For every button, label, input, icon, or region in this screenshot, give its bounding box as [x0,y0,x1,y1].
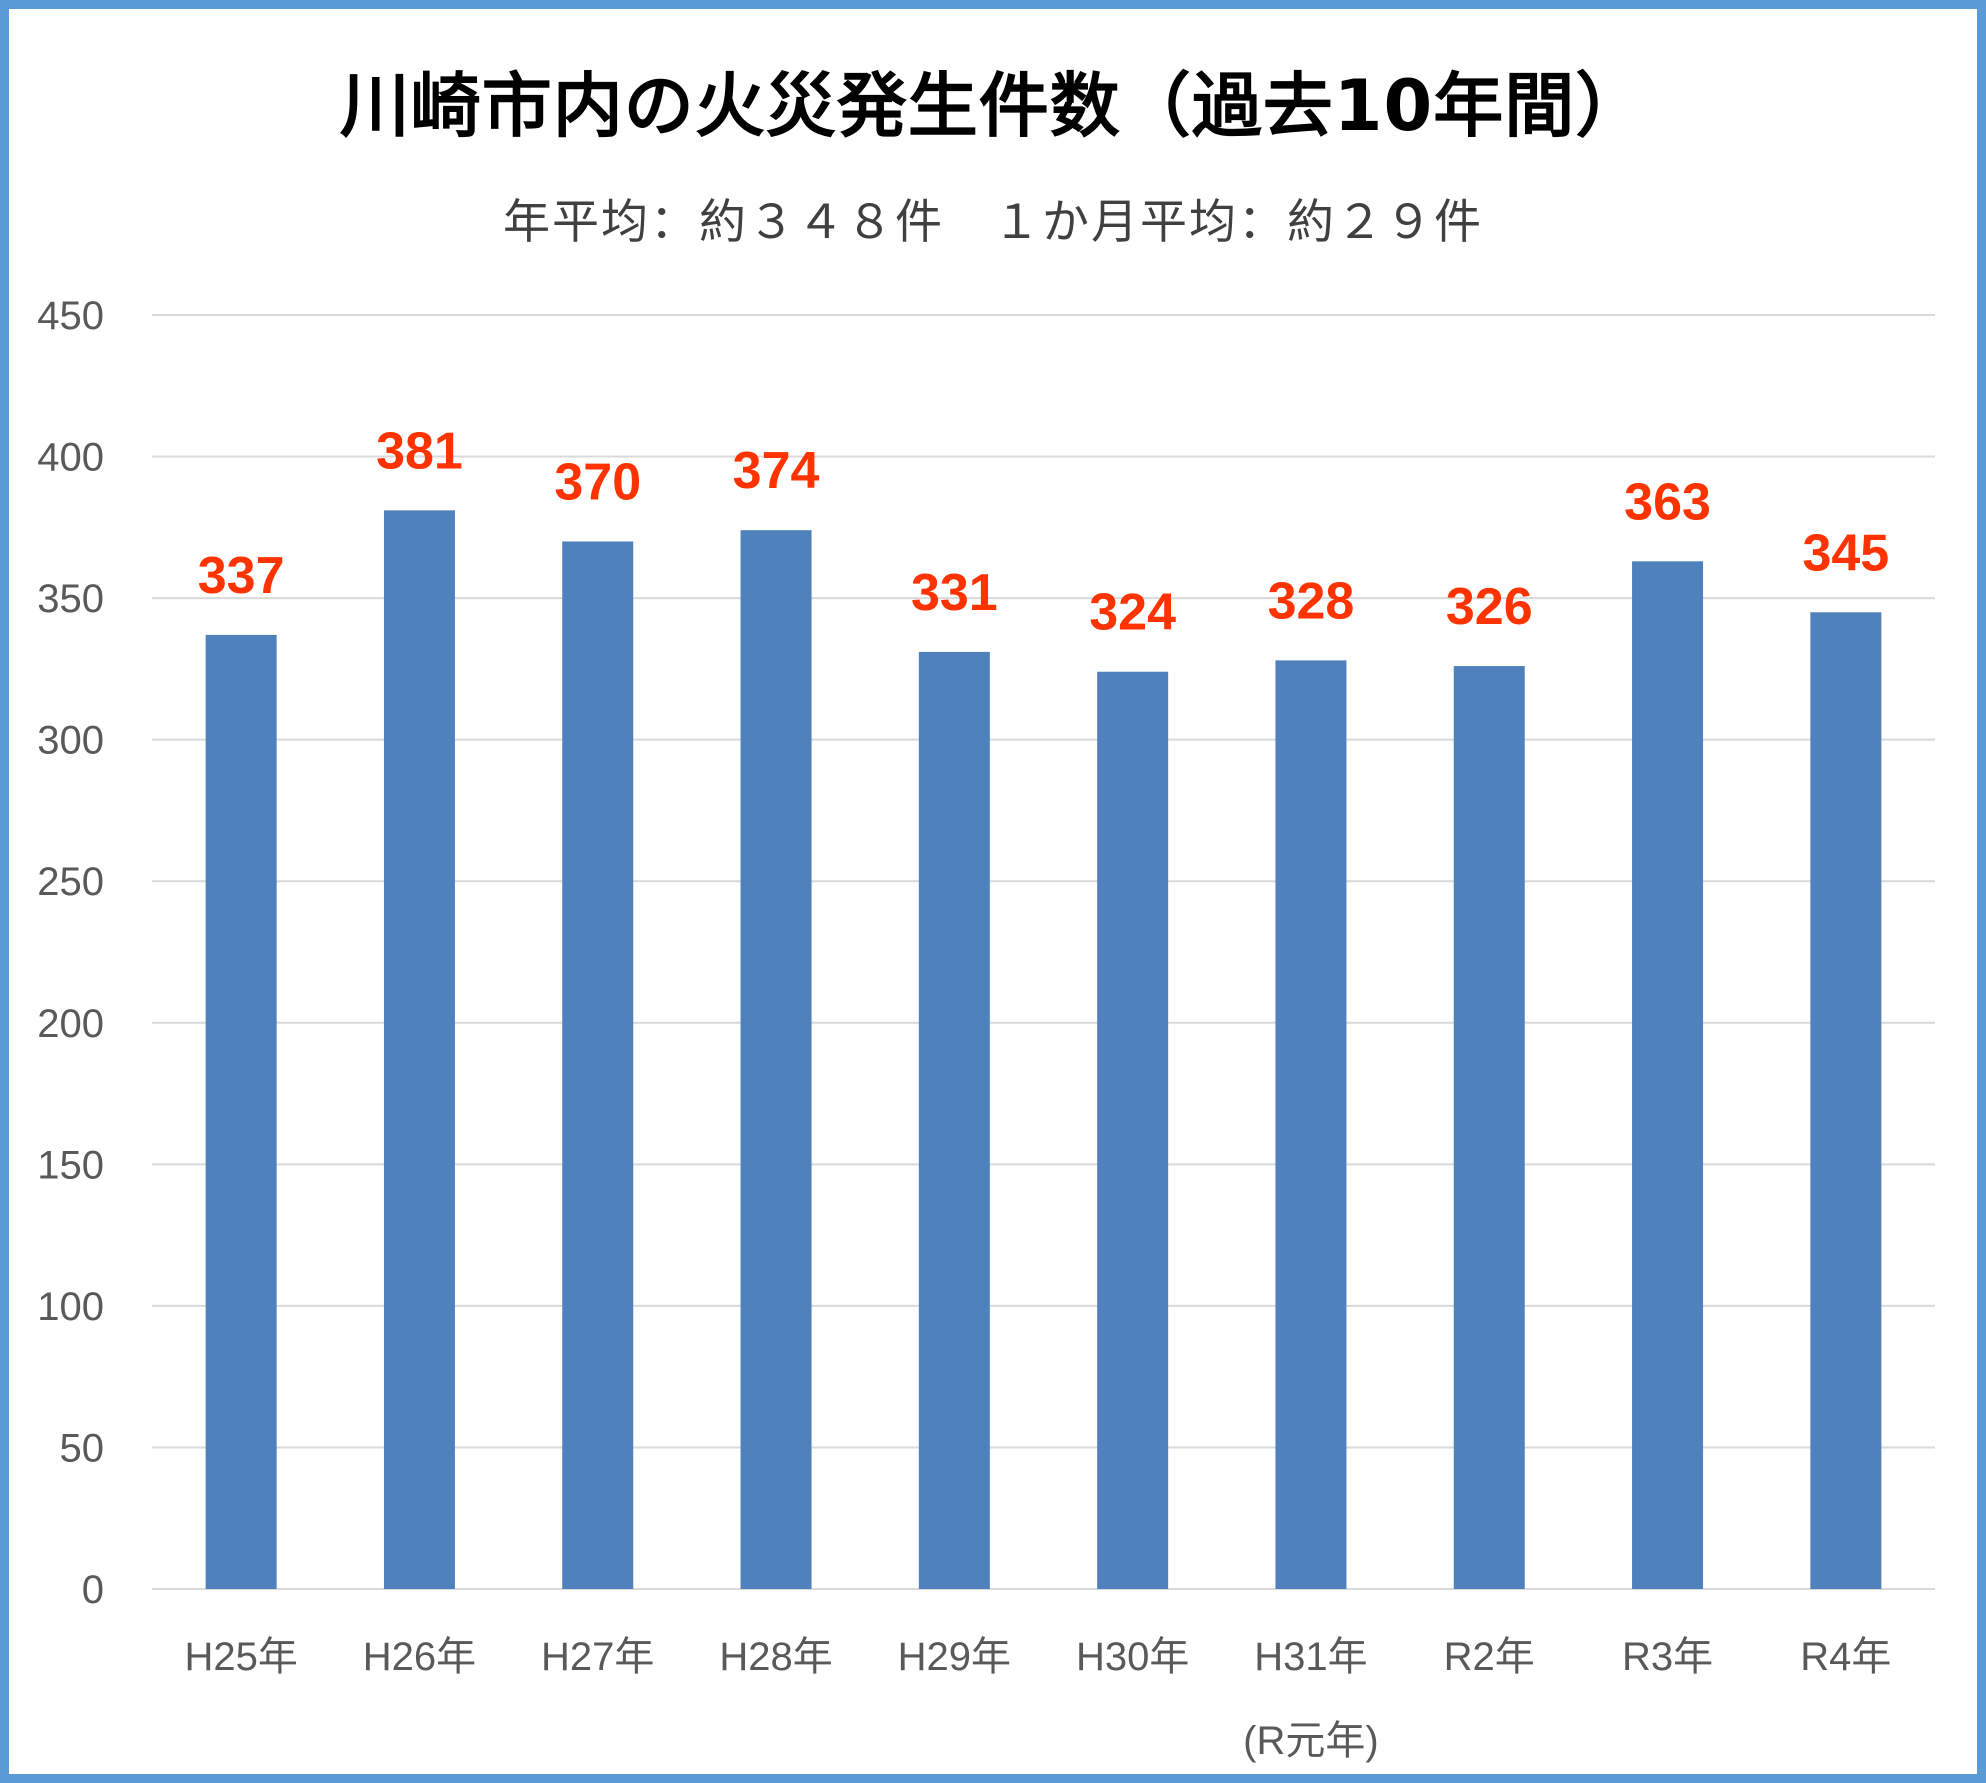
x-tick-label: R4年 [1800,1635,1891,1679]
data-label: 326 [1446,578,1533,636]
y-tick-label: 150 [37,1143,104,1187]
chart-subtitle: 年平均：約３４８件 １か月平均：約２９件 [503,195,1483,250]
x-tick-label: H26年 [363,1635,476,1679]
data-label: 324 [1089,584,1176,642]
x-tick-label: (R元年) [1243,1719,1379,1763]
x-tick-label: H25年 [184,1635,297,1679]
data-label: 331 [911,564,998,622]
data-label: 328 [1268,572,1355,630]
x-tick-label: H29年 [898,1635,1011,1679]
x-axis-tick-labels: H25年 H26年 H27年 H28年 H29年 H30年 H31年 (R元年) R2年 R3年 R… [184,1635,1891,1763]
y-tick-label: 300 [37,719,104,763]
bar [1453,666,1525,1589]
bar [205,634,277,1589]
x-tick-label: R3年 [1622,1635,1713,1679]
y-tick-label: 250 [37,860,104,904]
y-tick-label: 100 [37,1285,104,1329]
y-tick-label: 350 [37,577,104,621]
y-tick-label: 400 [37,436,104,480]
x-tick-label: H27年 [541,1635,654,1679]
data-label: 345 [1802,524,1889,582]
y-tick-label: 450 [37,294,104,338]
chart-title: 川崎市内の火災発生件数（過去10年間） [339,65,1647,147]
bar [740,530,812,1589]
bar [562,541,634,1589]
y-tick-label: 50 [60,1426,105,1470]
bar [1097,671,1169,1589]
data-label: 363 [1624,473,1711,531]
bar [1275,660,1347,1589]
data-label: 374 [733,442,820,500]
data-label: 337 [198,547,285,605]
bar [1632,561,1704,1589]
bars [205,510,1882,1589]
bar [1810,612,1882,1589]
data-label: 370 [554,453,641,511]
x-tick-label: H30年 [1076,1635,1189,1679]
y-axis-tick-labels: 0 50 100 150 200 250 300 350 400 450 [37,294,104,1612]
y-tick-label: 200 [37,1002,104,1046]
data-label: 381 [376,422,463,480]
y-tick-label: 0 [82,1568,104,1612]
x-tick-label: H28年 [719,1635,832,1679]
bar [383,510,455,1589]
x-tick-label: H31年 [1254,1635,1367,1679]
x-tick-label: R2年 [1444,1635,1535,1679]
data-labels: 337 381 370 374 331 324 328 326 363 345 [198,422,1889,641]
bar [918,651,990,1589]
